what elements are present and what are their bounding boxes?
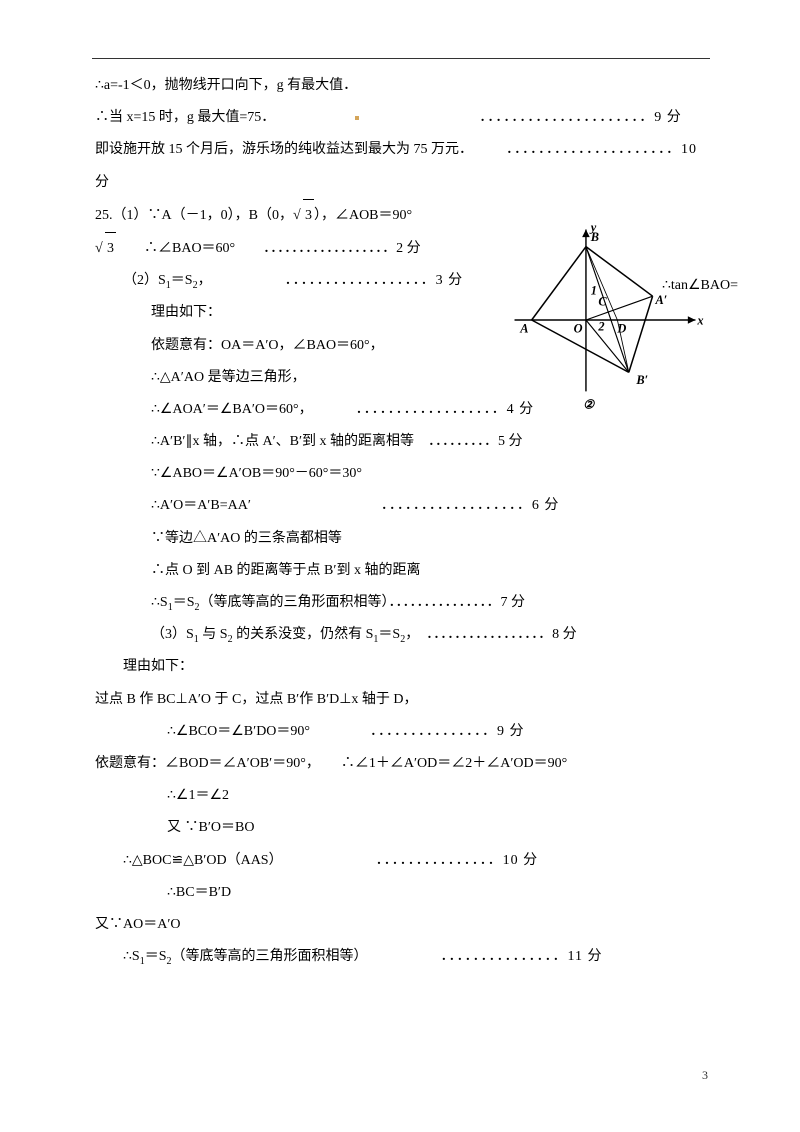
text-line: 又 ∵B′O＝BO bbox=[95, 812, 710, 844]
svg-text:A′: A′ bbox=[654, 293, 667, 307]
text-line: 又∵AO＝A′O bbox=[95, 909, 710, 941]
svg-text:C: C bbox=[598, 295, 607, 309]
text-line: ∵∠ABO＝∠A′OB＝90°－60°＝30° bbox=[95, 458, 710, 490]
svg-text:y: y bbox=[589, 220, 597, 234]
svg-text:D: D bbox=[616, 321, 626, 335]
text-line: ∴S1＝S2（等底等高的三角形面积相等）．．．．．．．．．．．．．．．7 分 bbox=[95, 587, 710, 619]
svg-text:②: ② bbox=[583, 398, 595, 412]
score-dots: ．．．．．．．．．．．．．．．11 分 bbox=[441, 949, 603, 964]
text-line: ∴当 x=15 时，g 最大值=75．．．．．．．．．．．．．．．．．．．．．．… bbox=[95, 102, 710, 134]
score-dots: ．．．．．．．．．．．．．．．．．．3 分 bbox=[285, 273, 464, 288]
text-line: 依题意有：∠BOD＝∠A′OB′＝90°， ∴∠1＋∠A′OD＝∠2＋∠A′OD… bbox=[95, 748, 710, 780]
document-body: ∴a=-1＜0，抛物线开口向下，g 有最大值．∴当 x=15 时，g 最大值=7… bbox=[95, 70, 710, 973]
page-number: 3 bbox=[702, 1062, 708, 1090]
marker-dot bbox=[355, 116, 359, 120]
text-line: 即设施开放 15 个月后，游乐场的纯收益达到最大为 75 万元．．．．．．．．．… bbox=[95, 134, 710, 166]
svg-text:O: O bbox=[574, 321, 583, 335]
text-line: ∴△BOC≌△B′OD（AAS）．．．．．．．．．．．．．．．10 分 bbox=[95, 845, 710, 877]
svg-text:A: A bbox=[519, 321, 528, 335]
geometry-diagram: OABA′B′CDxy12② bbox=[490, 220, 720, 420]
svg-text:x: x bbox=[696, 314, 703, 328]
text-line: ∴∠1＝∠2 bbox=[95, 780, 710, 812]
text-line: ∴a=-1＜0，抛物线开口向下，g 有最大值． bbox=[95, 70, 710, 102]
text-line: ∵等边△A′AO 的三条高都相等 bbox=[95, 523, 710, 555]
text-line: 分 bbox=[95, 167, 710, 199]
score-dots: ．．．．．．．．．．．．．．．10 分 bbox=[376, 853, 539, 868]
score-dots: ．．．．．．．．．．．．．．．9 分 bbox=[370, 724, 525, 739]
text-line: ∴BC＝B′D bbox=[95, 877, 710, 909]
score-dots: ．．．．．．．．．．．．．．．．．．．．．10 bbox=[506, 142, 697, 157]
text-line: ∴A′O＝A′B=AA′．．．．．．．．．．．．．．．．．．6 分 bbox=[95, 490, 710, 522]
score-dots: ．．．．．．．．．．．．．．．．．．6 分 bbox=[381, 498, 560, 513]
score-dots: ．．．．．．．．．．．．．．．．．．．．．9 分 bbox=[479, 110, 682, 125]
text-line: ∴S1＝S2（等底等高的三角形面积相等）．．．．．．．．．．．．．．．11 分 bbox=[95, 941, 710, 973]
text-line: ∴点 O 到 AB 的距离等于点 B′到 x 轴的距离 bbox=[95, 555, 710, 587]
text-line: 过点 B 作 BC⊥A′O 于 C，过点 B′作 B′D⊥x 轴于 D， bbox=[95, 684, 710, 716]
text-line: 理由如下： bbox=[95, 651, 710, 683]
svg-text:B′: B′ bbox=[635, 373, 648, 387]
text-line: （3）S1 与 S2 的关系没变，仍然有 S1＝S2， ．．．．．．．．．．．．… bbox=[95, 619, 710, 651]
text-line: ∴∠BCO＝∠B′DO＝90°．．．．．．．．．．．．．．．9 分 bbox=[95, 716, 710, 748]
svg-text:1: 1 bbox=[591, 283, 597, 297]
header-rule bbox=[92, 58, 710, 59]
text-line: ∴A′B′∥x 轴，∴点 A′、B′到 x 轴的距离相等 ．．．．．．．．．5 … bbox=[95, 426, 710, 458]
svg-text:2: 2 bbox=[597, 319, 604, 333]
